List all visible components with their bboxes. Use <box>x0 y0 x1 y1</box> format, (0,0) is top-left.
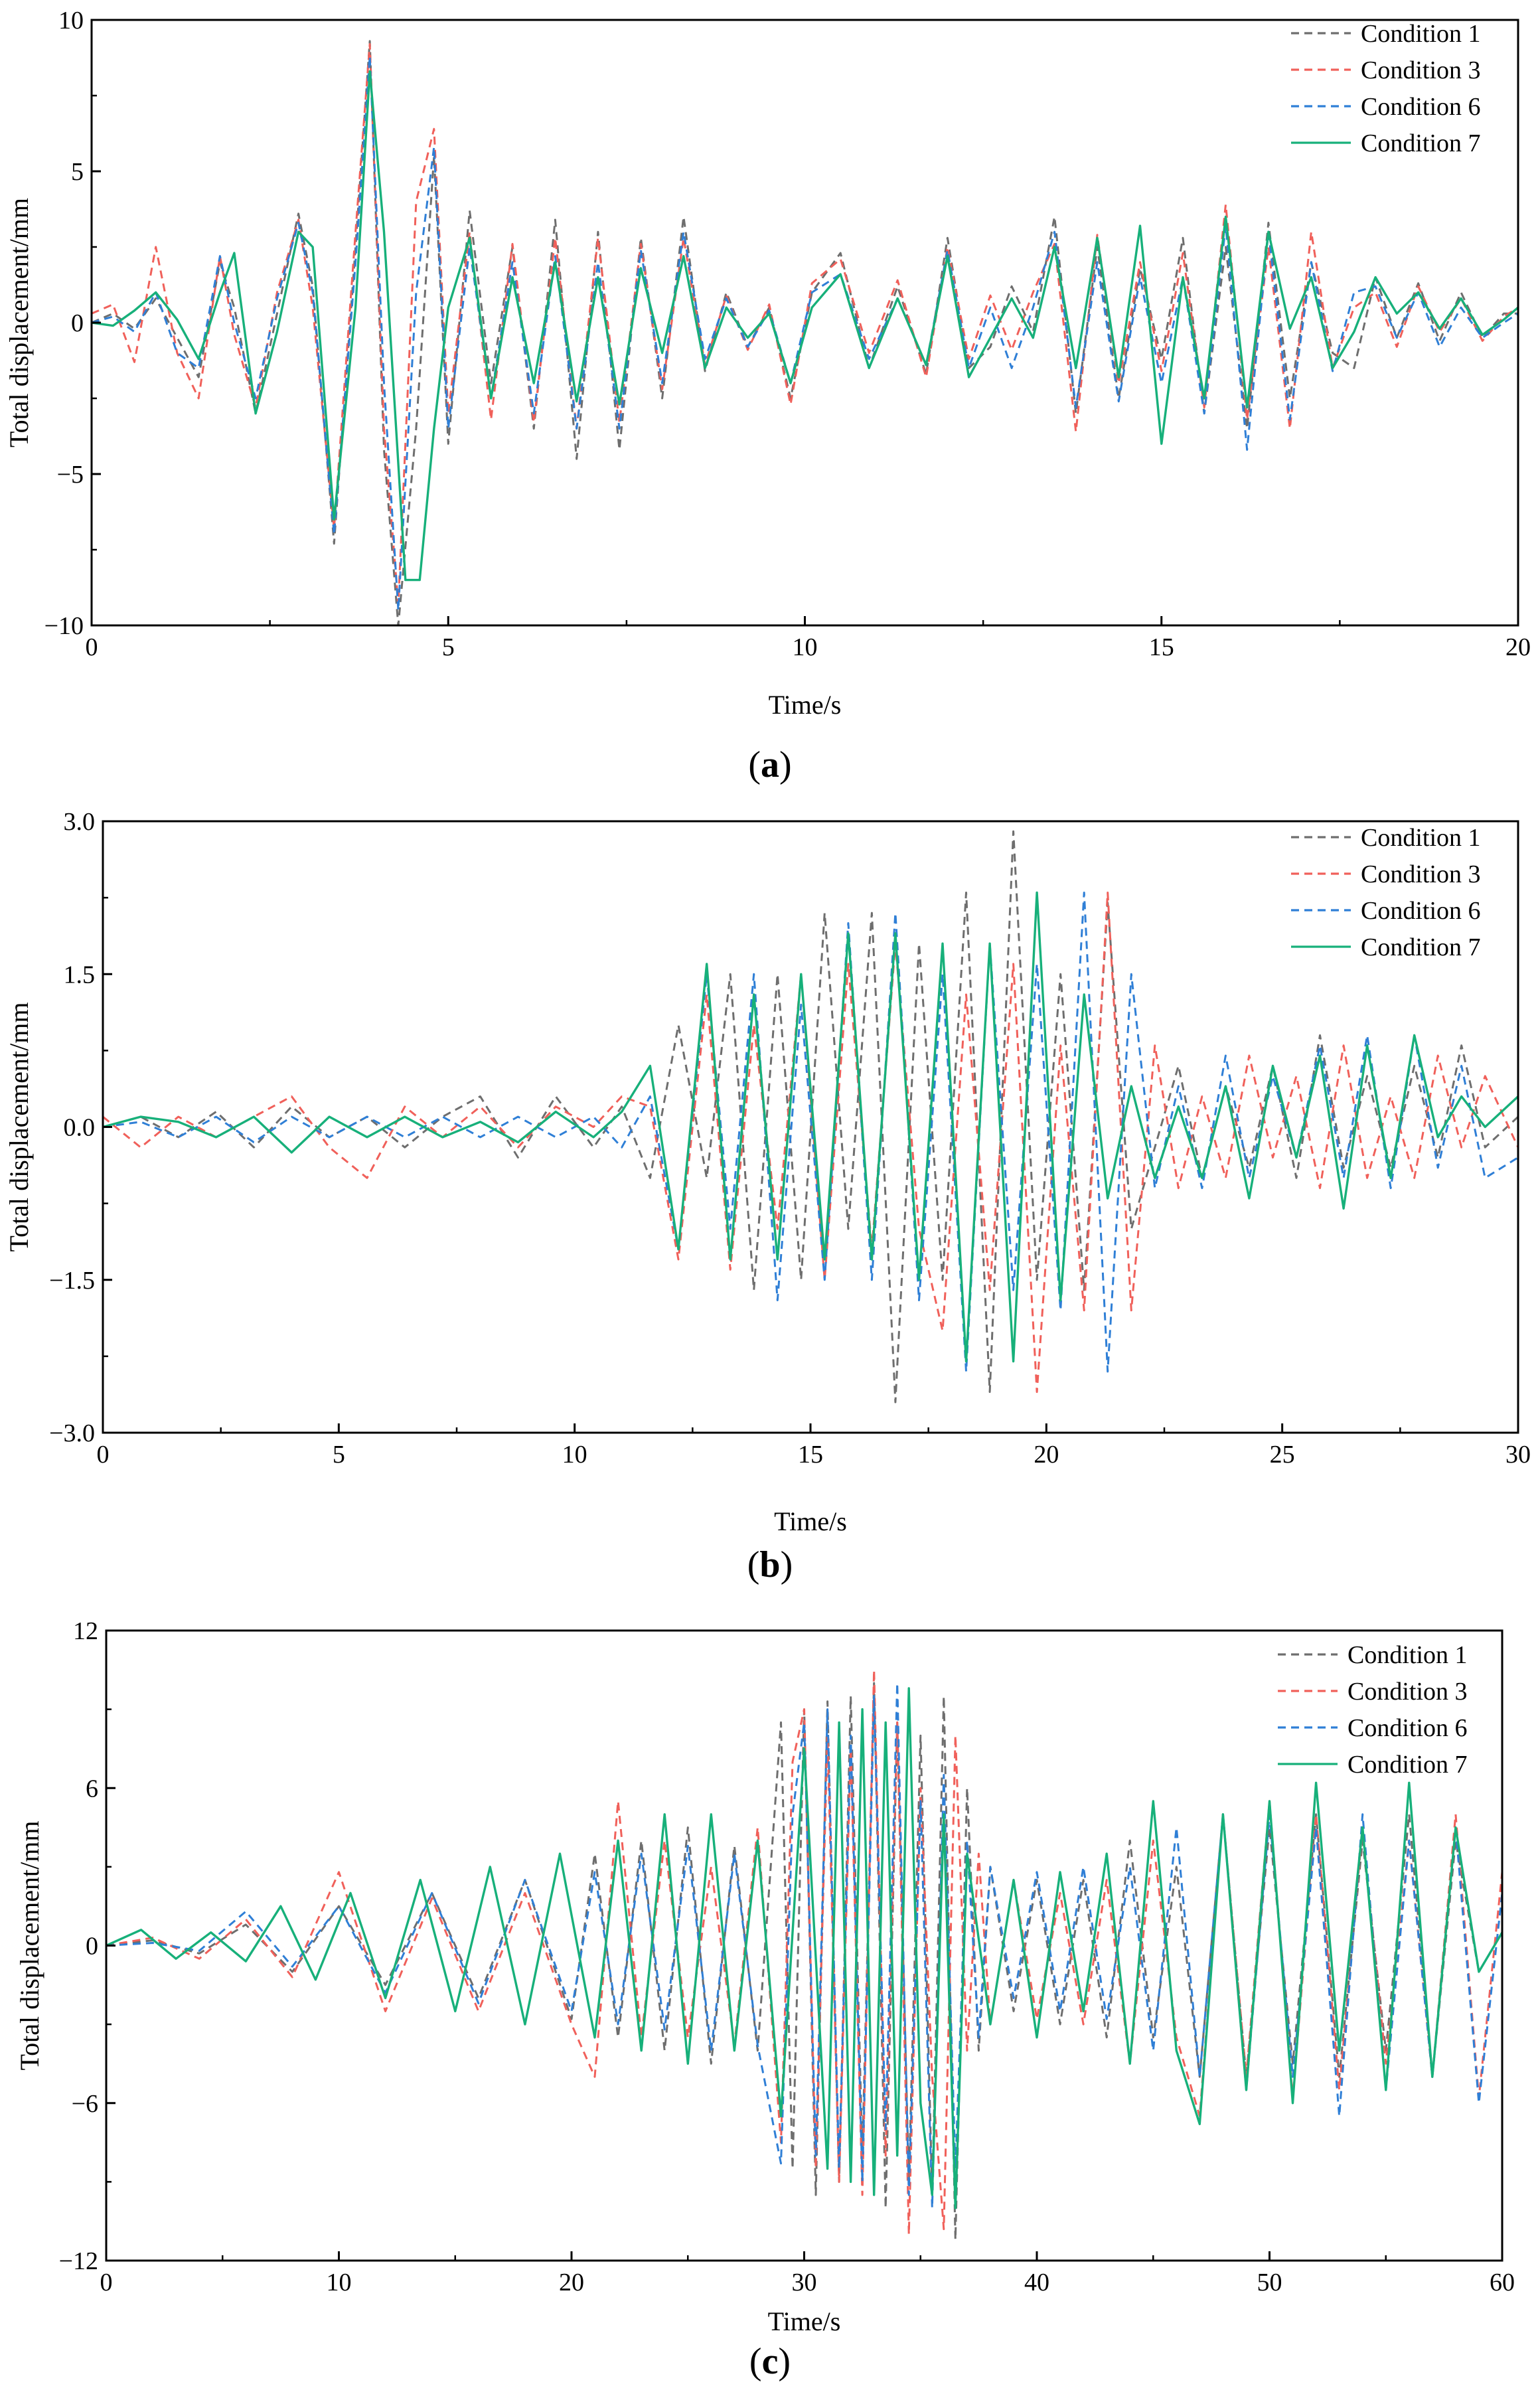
x-tick-label: 50 <box>1257 2269 1282 2296</box>
legend-label: Condition 3 <box>1361 56 1481 84</box>
y-tick-label: −3.0 <box>49 1419 95 1447</box>
y-tick-label: −6 <box>72 2090 98 2118</box>
panel-label-open: ( <box>748 744 761 785</box>
y-tick-label: −1.5 <box>49 1267 95 1295</box>
chart-a: 0 5 10 15 20 −10 −5 0 5 10 Time/s Total displacemen… <box>4 7 1531 785</box>
panel-label-letter: c <box>762 2341 779 2382</box>
series-line-condition-3 <box>103 892 1518 1394</box>
y-tick-label: 0.0 <box>64 1114 96 1142</box>
panel-label: (c) <box>749 2341 791 2382</box>
panel-label-close: ) <box>779 744 792 785</box>
chart-panel-c: 0 10 20 30 40 50 60 −12 −6 0 6 12 Time/s Total displa… <box>0 1597 1540 2399</box>
y-tick-label: 3.0 <box>64 808 96 836</box>
series-group <box>103 830 1518 1403</box>
y-tick-label: 5 <box>71 158 84 186</box>
y-tick-label: 0 <box>86 1933 98 1961</box>
x-tick-label: 15 <box>798 1441 823 1469</box>
legend-label: Condition 7 <box>1361 129 1481 157</box>
y-axis-title: Total displacement/mm <box>4 1002 34 1252</box>
legend-label: Condition 1 <box>1361 20 1481 48</box>
y-tick-label: 6 <box>86 1775 98 1802</box>
series-line-condition-1 <box>106 1682 1502 2241</box>
x-tick-label: 20 <box>559 2269 584 2296</box>
legend-label: Condition 7 <box>1361 933 1481 961</box>
y-axis-title: Total displacement/mm <box>15 1821 44 2071</box>
x-tick-label: 5 <box>333 1441 345 1469</box>
chart-c: 0 10 20 30 40 50 60 −12 −6 0 6 12 Time/s Total displa… <box>15 1617 1515 2382</box>
x-axis-title: Time/s <box>774 1506 847 1536</box>
legend-label: Condition 7 <box>1348 1751 1468 1779</box>
legend-label: Condition 1 <box>1361 824 1481 852</box>
panel-label-open: ( <box>747 1544 760 1585</box>
legend-label: Condition 6 <box>1348 1714 1468 1742</box>
panel-label: (a) <box>748 744 791 785</box>
x-tick-label: 25 <box>1270 1441 1295 1469</box>
series-line-condition-7 <box>92 70 1518 582</box>
x-tick-label: 0 <box>97 1441 110 1469</box>
y-tick-label: −5 <box>57 461 84 489</box>
legend-label: Condition 6 <box>1361 897 1481 925</box>
x-tick-label: 30 <box>792 2269 817 2296</box>
y-tick-label: 10 <box>58 7 84 35</box>
legend-label: Condition 3 <box>1361 860 1481 888</box>
y-tick-label: 1.5 <box>64 961 96 989</box>
series-group <box>106 1668 1502 2241</box>
x-tick-label: 5 <box>442 633 455 661</box>
x-tick-label: 30 <box>1505 1441 1531 1469</box>
series-line-condition-7 <box>106 1687 1502 2209</box>
chart-b: 0 5 10 15 20 25 30 −3.0 −1.5 0.0 1.5 3.0 Time/s Total… <box>4 808 1531 1585</box>
chart-panel-b: 0 5 10 15 20 25 30 −3.0 −1.5 0.0 1.5 3.0 Time/s Total… <box>0 800 1540 1597</box>
x-tick-label: 10 <box>562 1441 587 1469</box>
panel-label-close: ) <box>781 1544 793 1585</box>
legend-label: Condition 3 <box>1348 1678 1468 1706</box>
panel-label: (b) <box>747 1544 793 1585</box>
panel-label-letter: a <box>761 744 779 785</box>
series-line-condition-6 <box>92 55 1518 611</box>
panel-label-open: ( <box>749 2341 762 2382</box>
x-axis-title: Time/s <box>769 690 842 720</box>
y-tick-label: 12 <box>73 1617 98 1645</box>
series-line-condition-3 <box>92 43 1518 605</box>
x-tick-label: 10 <box>793 633 818 661</box>
y-axis-title: Total displacement/mm <box>4 198 34 447</box>
x-tick-label: 10 <box>327 2269 352 2296</box>
x-axis-title: Time/s <box>768 2306 841 2336</box>
y-tick-label: 0 <box>71 309 84 337</box>
x-tick-label: 0 <box>100 2269 113 2296</box>
panel-label-letter: b <box>759 1544 780 1585</box>
x-tick-label: 60 <box>1490 2269 1515 2296</box>
series-line-condition-7 <box>103 891 1518 1363</box>
x-tick-label: 40 <box>1024 2269 1049 2296</box>
x-tick-label: 0 <box>86 633 98 661</box>
x-tick-label: 20 <box>1505 633 1531 661</box>
legend-label: Condition 6 <box>1361 93 1481 121</box>
y-tick-label: −12 <box>59 2247 98 2275</box>
x-tick-label: 15 <box>1149 633 1174 661</box>
series-group <box>92 40 1518 625</box>
legend-label: Condition 1 <box>1348 1641 1468 1669</box>
y-tick-label: −10 <box>44 612 84 640</box>
series-line-condition-1 <box>103 830 1518 1403</box>
panel-label-close: ) <box>778 2341 791 2382</box>
x-tick-label: 20 <box>1034 1441 1059 1469</box>
chart-panel-a: 0 5 10 15 20 −10 −5 0 5 10 Time/s Total displacemen… <box>0 0 1540 800</box>
